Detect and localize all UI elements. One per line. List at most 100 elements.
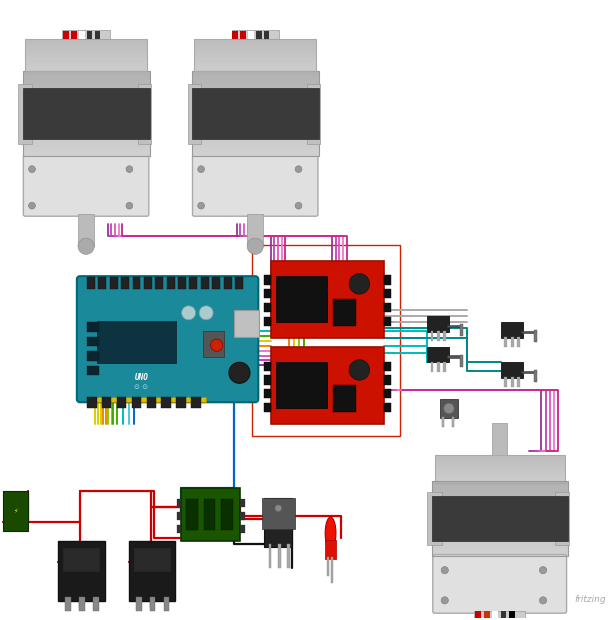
Bar [333, 299, 356, 326]
Circle shape [229, 362, 250, 383]
Bar [264, 275, 271, 285]
Bar [167, 277, 175, 289]
Bar [432, 485, 568, 489]
Bar [517, 337, 520, 347]
Bar [25, 55, 147, 56]
Bar [178, 277, 186, 289]
Bar [192, 84, 319, 88]
Circle shape [78, 238, 94, 254]
Bar [264, 498, 292, 547]
Bar [156, 277, 163, 289]
Bar [333, 386, 356, 412]
Bar [432, 552, 568, 557]
Bar [517, 377, 520, 387]
Bar [188, 84, 201, 144]
Bar [177, 499, 181, 507]
Bar [23, 92, 149, 97]
Bar [25, 51, 147, 53]
Circle shape [295, 166, 302, 172]
Bar [307, 84, 320, 144]
Bar [65, 597, 71, 611]
Bar [192, 101, 319, 105]
Bar [194, 50, 316, 51]
Circle shape [349, 273, 370, 294]
Bar [240, 499, 245, 507]
Bar [240, 512, 245, 520]
Bar [256, 32, 261, 38]
Bar [435, 454, 565, 483]
Bar [23, 71, 149, 76]
Bar [177, 512, 181, 520]
Bar [129, 541, 175, 601]
Bar [192, 105, 319, 110]
Bar [264, 290, 271, 298]
Bar [430, 330, 434, 341]
Bar [23, 118, 149, 122]
Bar [432, 530, 568, 534]
Bar [23, 71, 149, 156]
Bar [264, 303, 271, 312]
Circle shape [444, 403, 454, 414]
Bar [384, 389, 391, 399]
Bar [95, 32, 100, 38]
Bar [475, 611, 481, 620]
Bar [192, 131, 319, 135]
Circle shape [247, 238, 263, 254]
Bar [432, 534, 568, 538]
Bar [432, 508, 568, 512]
Bar [194, 38, 316, 40]
Bar [25, 56, 147, 58]
Circle shape [349, 360, 370, 380]
Bar [432, 545, 568, 549]
Bar [192, 140, 319, 144]
Bar [23, 140, 149, 144]
Bar [87, 351, 99, 361]
Bar [235, 277, 243, 289]
Bar [435, 466, 565, 467]
Bar [194, 45, 316, 47]
Circle shape [539, 597, 547, 604]
Bar [492, 611, 498, 620]
Bar [23, 101, 149, 105]
Bar [442, 417, 444, 427]
FancyBboxPatch shape [77, 276, 258, 402]
Bar [432, 523, 568, 526]
Bar [25, 64, 147, 66]
Bar [194, 40, 316, 42]
Bar [276, 276, 327, 322]
Bar [23, 152, 149, 156]
Bar [71, 32, 77, 38]
Bar [63, 30, 109, 38]
Bar [501, 611, 506, 620]
Bar [435, 460, 565, 461]
Bar [511, 337, 514, 347]
Bar [98, 277, 106, 289]
Bar [23, 110, 149, 114]
Bar [384, 290, 391, 298]
Circle shape [441, 567, 448, 574]
Bar [435, 456, 565, 458]
Bar [432, 549, 568, 552]
Bar [427, 347, 450, 362]
Bar [87, 337, 99, 347]
Bar [25, 69, 147, 71]
Bar [442, 417, 444, 427]
Bar [432, 500, 568, 504]
Bar [264, 32, 269, 38]
Bar [432, 541, 568, 545]
Bar [435, 464, 565, 466]
Bar [327, 557, 329, 577]
Bar [435, 473, 565, 474]
Bar [23, 144, 149, 148]
Bar [443, 361, 446, 371]
Bar [437, 361, 440, 371]
Circle shape [441, 597, 448, 604]
Bar [555, 492, 569, 545]
Bar [25, 61, 147, 63]
Bar [194, 60, 316, 61]
Bar [451, 417, 454, 427]
Bar [432, 481, 568, 557]
Bar [109, 277, 117, 289]
Bar [162, 397, 171, 407]
Bar [23, 84, 149, 88]
